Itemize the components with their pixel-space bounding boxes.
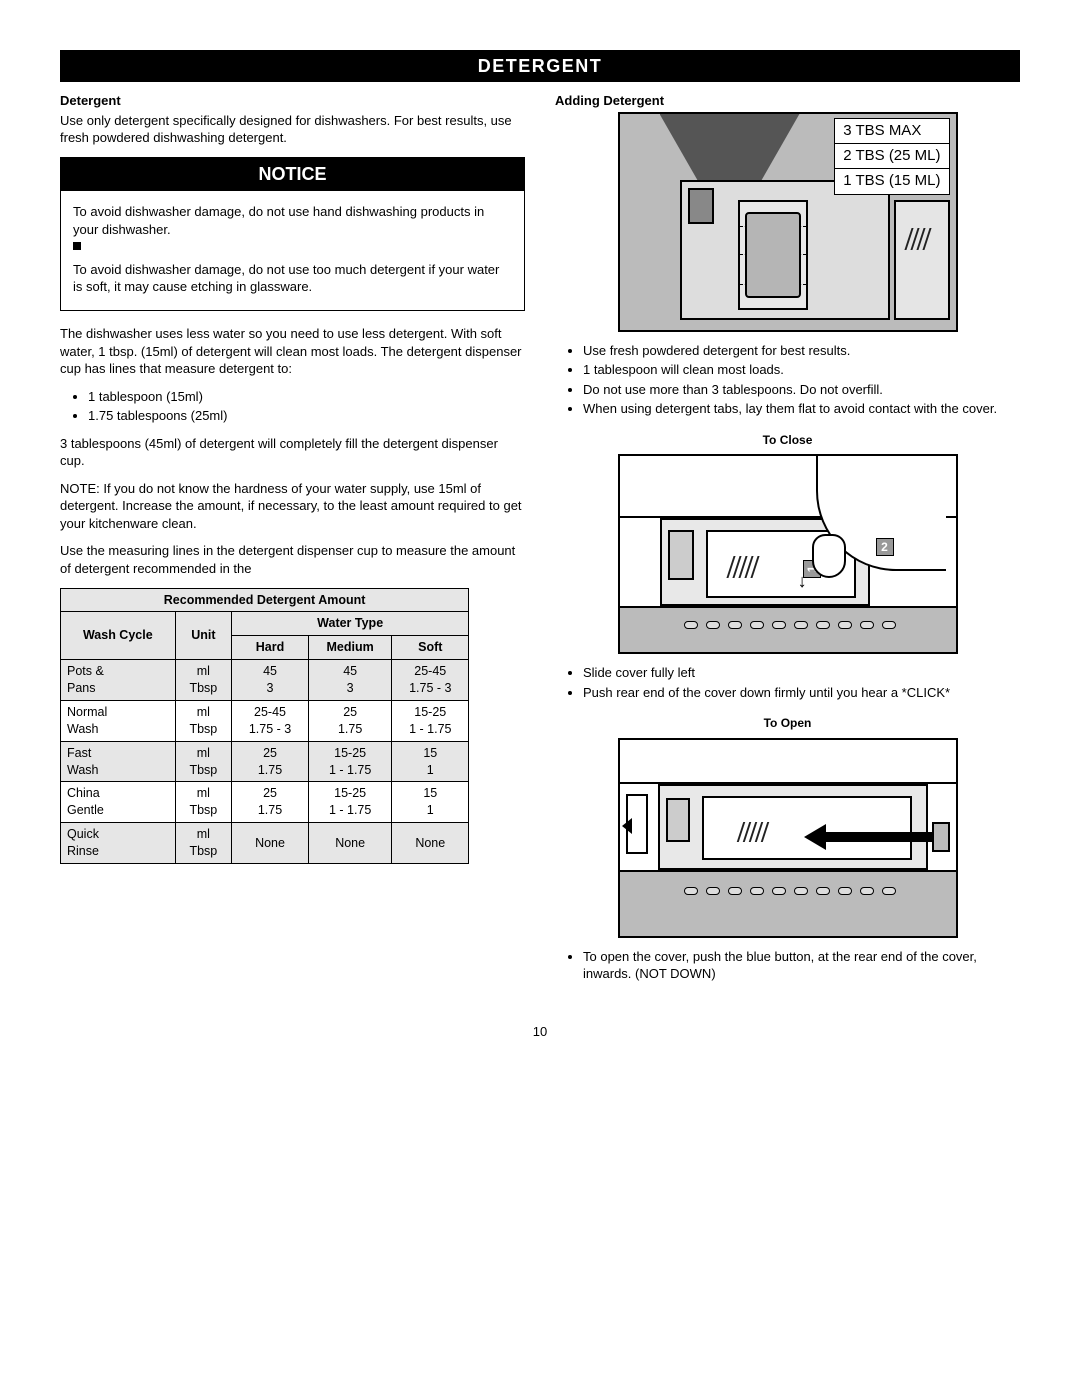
cell-soft: 25-451.75 - 3 <box>392 660 469 701</box>
step-2-badge: 2 <box>876 538 894 556</box>
cell-soft: None <box>392 823 469 864</box>
to-close-illustration: ← 1 2 <box>618 454 958 654</box>
to-close-bullets: Slide cover fully left Push rear end of … <box>555 664 1020 701</box>
intro-line-1: Use only detergent specifically designed… <box>60 113 390 128</box>
cell-cycle: FastWash <box>61 741 176 782</box>
cell-medium: 453 <box>308 660 391 701</box>
cell-unit: mlTbsp <box>175 741 232 782</box>
latch-icon <box>666 798 690 842</box>
vent-holes-icon <box>680 882 926 896</box>
add-bullet-4: When using detergent tabs, lay them flat… <box>583 400 1020 418</box>
fill-label-2tbs: 2 TBS (25 ML) <box>835 144 948 169</box>
cell-cycle: QuickRinse <box>61 823 176 864</box>
col-wash-cycle: Wash Cycle <box>61 612 176 660</box>
notice-text-2: To avoid dishwasher damage, do not use t… <box>73 261 512 296</box>
to-open-bullets: To open the cover, push the blue button,… <box>555 948 1020 983</box>
to-close-caption: To Close <box>555 432 1020 448</box>
cell-hard: 453 <box>232 660 309 701</box>
table-row: Pots &PansmlTbsp45345325-451.75 - 3 <box>61 660 469 701</box>
latch-icon <box>688 188 714 224</box>
side-arrow-icon <box>626 794 648 854</box>
notice-text-1: To avoid dishwasher damage, do not use h… <box>73 203 512 238</box>
table-row: NormalWashmlTbsp25-451.75 - 3251.7515-25… <box>61 700 469 741</box>
hand-icon <box>806 456 946 586</box>
slits-icon <box>740 822 776 844</box>
cell-hard: None <box>232 823 309 864</box>
vent-holes-icon <box>680 616 926 630</box>
cell-soft: 15-251 - 1.75 <box>392 700 469 741</box>
fill-label-1tbs: 1 TBS (15 ML) <box>835 169 948 193</box>
add-bullet-1: Use fresh powdered detergent for best re… <box>583 342 1020 360</box>
cell-unit: mlTbsp <box>175 660 232 701</box>
cell-hard: 251.75 <box>232 741 309 782</box>
cell-hard: 25-451.75 - 3 <box>232 700 309 741</box>
close-bullet-2: Push rear end of the cover down firmly u… <box>583 684 1020 702</box>
door-panel-icon <box>620 608 956 652</box>
two-column-layout: Detergent Use only detergent specificall… <box>60 92 1020 992</box>
measuring-paragraph: Use the measuring lines in the detergent… <box>60 542 525 577</box>
table-row: ChinaGentlemlTbsp251.7515-251 - 1.75151 <box>61 782 469 823</box>
to-open-illustration <box>618 738 958 938</box>
open-bullet-1: To open the cover, push the blue button,… <box>583 948 1020 983</box>
notice-box: To avoid dishwasher damage, do not use h… <box>60 191 525 311</box>
tbsp-item-2: 1.75 tablespoons (25ml) <box>88 407 525 425</box>
notice-banner: NOTICE <box>60 157 525 191</box>
cell-unit: mlTbsp <box>175 700 232 741</box>
add-bullet-3: Do not use more than 3 tablespoons. Do n… <box>583 381 1020 399</box>
cell-soft: 151 <box>392 741 469 782</box>
dispenser-icon <box>658 784 928 870</box>
col-soft: Soft <box>392 636 469 660</box>
rinse-aid-cover-icon <box>894 200 950 320</box>
tablespoon-list: 1 tablespoon (15ml) 1.75 tablespoons (25… <box>60 388 525 425</box>
col-medium: Medium <box>308 636 391 660</box>
cell-medium: 251.75 <box>308 700 391 741</box>
intro-paragraph: Use only detergent specifically designed… <box>60 112 525 147</box>
less-water-paragraph: The dishwasher uses less water so you ne… <box>60 325 525 378</box>
slits-icon <box>908 228 938 252</box>
detergent-banner: DETERGENT <box>60 50 1020 82</box>
slide-cover-icon <box>702 796 912 860</box>
table-row: FastWashmlTbsp251.7515-251 - 1.75151 <box>61 741 469 782</box>
hardness-note-paragraph: NOTE: If you do not know the hardness of… <box>60 480 525 533</box>
cell-hard: 251.75 <box>232 782 309 823</box>
adding-detergent-illustration: 3 TBS MAX 2 TBS (25 ML) 1 TBS (15 ML) <box>618 112 958 332</box>
square-bullet-icon <box>73 242 81 250</box>
page-number: 10 <box>60 1023 1020 1041</box>
dispenser-body-icon <box>680 180 890 320</box>
fill-level-labels: 3 TBS MAX 2 TBS (25 ML) 1 TBS (15 ML) <box>834 118 949 195</box>
cell-cycle: Pots &Pans <box>61 660 176 701</box>
cell-cycle: ChinaGentle <box>61 782 176 823</box>
table-title: Recommended Detergent Amount <box>61 588 469 612</box>
release-button-icon <box>932 822 950 852</box>
col-water-type: Water Type <box>232 612 469 636</box>
add-bullet-2: 1 tablespoon will clean most loads. <box>583 361 1020 379</box>
detergent-tab-icon <box>745 212 801 298</box>
latch-icon <box>668 530 694 580</box>
col-hard: Hard <box>232 636 309 660</box>
right-column: Adding Detergent 3 TBS MAX 2 TBS (25 ML)… <box>555 92 1020 992</box>
cell-medium: 15-251 - 1.75 <box>308 741 391 782</box>
fill-label-3tbs: 3 TBS MAX <box>835 119 948 144</box>
left-column: Detergent Use only detergent specificall… <box>60 92 525 992</box>
cell-unit: mlTbsp <box>175 823 232 864</box>
col-unit: Unit <box>175 612 232 660</box>
to-open-caption: To Open <box>555 715 1020 731</box>
cell-medium: 15-251 - 1.75 <box>308 782 391 823</box>
slits-icon <box>730 556 766 580</box>
fill-45ml-paragraph: 3 tablespoons (45ml) of detergent will c… <box>60 435 525 470</box>
cell-soft: 151 <box>392 782 469 823</box>
table-row: QuickRinsemlTbspNoneNoneNone <box>61 823 469 864</box>
cell-medium: None <box>308 823 391 864</box>
detergent-amount-table: Recommended Detergent Amount Wash Cycle … <box>60 588 469 864</box>
adding-detergent-subhead: Adding Detergent <box>555 92 1020 110</box>
tbsp-item-1: 1 tablespoon (15ml) <box>88 388 525 406</box>
close-bullet-1: Slide cover fully left <box>583 664 1020 682</box>
detergent-subhead: Detergent <box>60 92 525 110</box>
arrow-body-icon <box>822 832 932 842</box>
cell-unit: mlTbsp <box>175 782 232 823</box>
cell-cycle: NormalWash <box>61 700 176 741</box>
adding-detergent-bullets: Use fresh powdered detergent for best re… <box>555 342 1020 418</box>
